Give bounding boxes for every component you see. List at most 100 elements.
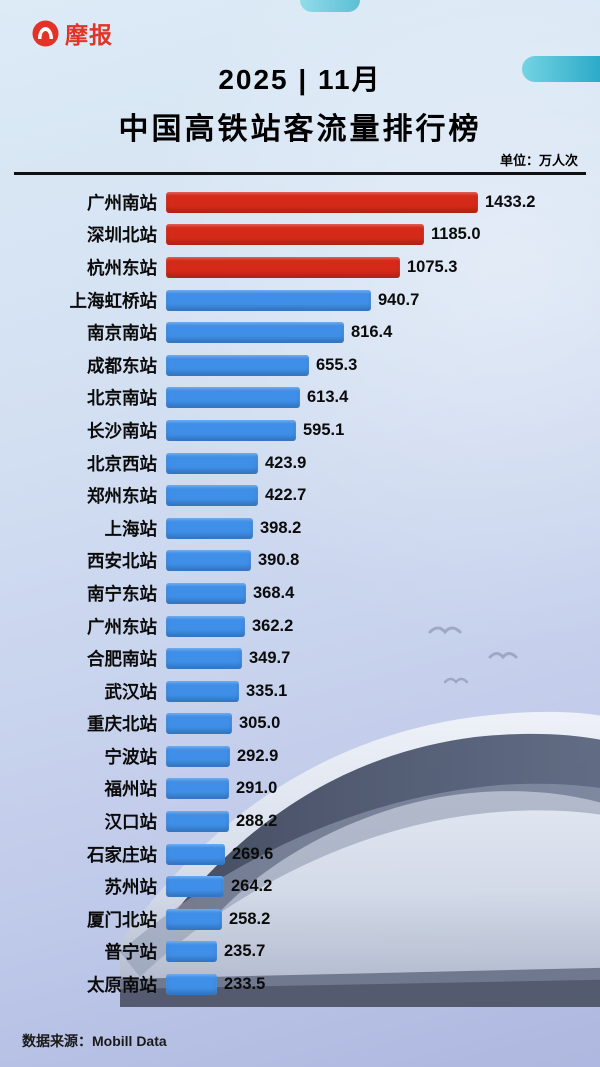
bar [166,745,230,767]
unit-label: 单位：万人次 [499,153,578,168]
chart-row: 长沙南站 595.1 [16,414,588,447]
bar-value: 398.2 [260,518,302,537]
station-label: 苏州站 [104,877,158,898]
bar [166,843,225,865]
data-source: 数据来源：Mobill Data [22,1033,167,1049]
chart-row: 石家庄站 269.6 [16,838,588,871]
train-image [120,711,600,1007]
station-label: 成都东站 [87,355,157,376]
station-label: 西安北站 [87,551,157,572]
chart-row: 广州南站 1433.2 [16,186,588,219]
chart-row: 宁波站 292.9 [16,740,588,773]
bar-track: 235.7 [166,941,588,963]
bar-track: 595.1 [166,419,588,441]
bar-value: 305.0 [239,714,281,733]
bar-track: 613.4 [166,387,588,409]
station-label: 上海虹桥站 [69,290,158,311]
chart-row: 上海站 398.2 [16,512,588,545]
bar-track: 362.2 [166,615,588,637]
bar-track: 305.0 [166,713,588,735]
station-label: 广州东站 [87,616,157,637]
bar-value: 390.8 [258,551,300,570]
bar-track: 422.7 [166,485,588,507]
chart-row: 郑州东站 422.7 [16,479,588,512]
bar-track: 423.9 [166,452,588,474]
bar-value: 291.0 [236,779,278,798]
station-label: 福州站 [104,779,158,800]
bar-value: 655.3 [316,355,358,374]
station-label: 深圳北站 [87,225,157,246]
station-label: 汉口站 [104,812,158,833]
bar-track: 264.2 [166,876,588,898]
station-label: 太原南站 [87,975,157,996]
chart-row: 南京南站 816.4 [16,316,588,349]
bar-value: 595.1 [303,420,345,439]
station-label: 宁波站 [104,746,158,767]
brand-logo: 摩报 [32,16,113,50]
chart-row: 福州站 291.0 [16,773,588,806]
bar [166,191,478,213]
bar-track: 1075.3 [166,256,588,278]
bar-value: 368.4 [253,583,295,602]
station-label: 北京南站 [87,388,157,409]
bar-value: 1185.0 [431,225,481,244]
bar [166,582,246,604]
bar-track: 368.4 [166,582,588,604]
bar-value: 349.7 [249,649,291,668]
chart-row: 厦门北站 258.2 [16,903,588,936]
bar [166,224,424,246]
bar [166,354,309,376]
bar [166,387,300,409]
chart-row: 普宁站 235.7 [16,936,588,969]
chart-row: 苏州站 264.2 [16,870,588,903]
bar-track: 1185.0 [166,224,588,246]
bar-value: 288.2 [236,812,278,831]
bar-chart: 广州南站 1433.2 深圳北站 1185.0 杭州东站 1075.3 上海虹桥站 940.7… [16,186,588,1001]
station-label: 南京南站 [87,323,157,344]
bar-value: 422.7 [265,486,307,505]
chart-row: 深圳北站 1185.0 [16,219,588,252]
bar [166,648,242,670]
chart-row: 汉口站 288.2 [16,805,588,838]
chart-row: 西安北站 390.8 [16,545,588,578]
chart-row: 重庆北站 305.0 [16,708,588,741]
station-label: 合肥南站 [87,649,157,670]
station-label: 重庆北站 [87,714,157,735]
bar-track: 288.2 [166,811,588,833]
brand-logo-text: 摩报 [65,22,113,48]
bar-track: 292.9 [166,745,588,767]
bar-track: 269.6 [166,843,588,865]
bar [166,452,258,474]
bar-track: 940.7 [166,289,588,311]
chart-row: 成都东站 655.3 [16,349,588,382]
chart-row: 太原南站 233.5 [16,968,588,1001]
station-label: 厦门北站 [87,909,157,930]
chart-row: 北京西站 423.9 [16,447,588,480]
station-label: 杭州东站 [87,257,157,278]
bar-value: 1433.2 [485,192,536,211]
bar [166,485,258,507]
chart-row: 北京南站 613.4 [16,382,588,415]
bar [166,256,400,278]
station-label: 北京西站 [87,453,157,474]
bar-value: 816.4 [351,323,393,342]
chart-row: 杭州东站 1075.3 [16,251,588,284]
bar-track: 258.2 [166,908,588,930]
bar-value: 940.7 [378,290,420,309]
bar-track: 335.1 [166,680,588,702]
bar [166,876,224,898]
report-date: 2025 | 11月 [218,64,382,95]
title-divider [14,172,586,175]
bar [166,550,251,572]
chart-row: 广州东站 362.2 [16,610,588,643]
station-label: 上海站 [104,518,158,539]
bar-track: 291.0 [166,778,588,800]
bar-value: 269.6 [232,844,274,863]
bar [166,713,232,735]
bar [166,615,245,637]
bar-value: 233.5 [224,975,266,994]
bar-value: 1075.3 [407,257,458,276]
bar-value: 264.2 [231,877,273,896]
bar [166,289,371,311]
